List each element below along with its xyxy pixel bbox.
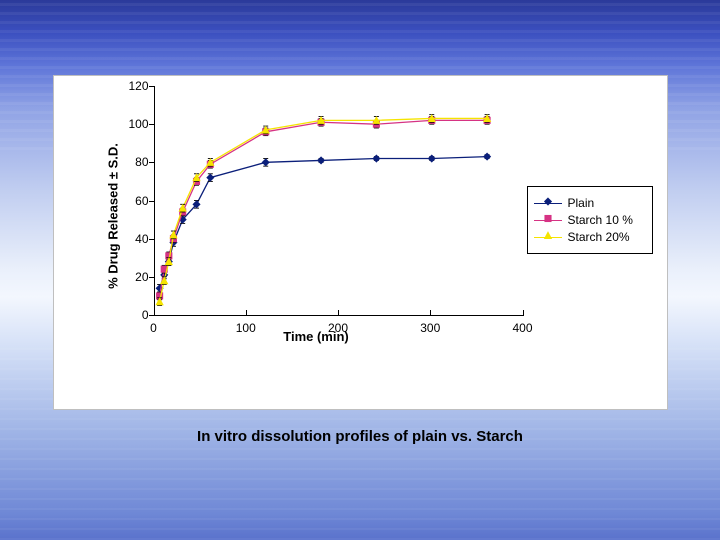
- legend-label: Plain: [568, 196, 595, 210]
- legend-item: Starch 10 %: [534, 213, 644, 227]
- y-tick: 80: [109, 155, 149, 169]
- plot-wrap: % Drug Released ± S.D. 020406080100120 0…: [109, 86, 524, 346]
- chart-series-svg: [155, 86, 524, 315]
- legend-label: Starch 20%: [568, 230, 630, 244]
- x-tick: 100: [236, 321, 256, 335]
- chart-legend: Plain Starch 10 % Starch 20%: [527, 186, 653, 254]
- y-tick: 60: [109, 194, 149, 208]
- x-tick: 0: [150, 321, 157, 335]
- dissolution-chart-card: % Drug Released ± S.D. 020406080100120 0…: [53, 75, 668, 410]
- y-tick: 0: [109, 308, 149, 322]
- plot-area: [154, 86, 524, 316]
- legend-item: Plain: [534, 196, 644, 210]
- legend-item: Starch 20%: [534, 230, 644, 244]
- x-axis-label: Time (min): [283, 329, 349, 344]
- y-tick: 20: [109, 270, 149, 284]
- legend-label: Starch 10 %: [568, 213, 633, 227]
- x-tick: 400: [512, 321, 532, 335]
- chart-caption: In vitro dissolution profiles of plain v…: [197, 428, 523, 445]
- y-tick: 40: [109, 232, 149, 246]
- x-tick: 300: [420, 321, 440, 335]
- y-tick: 100: [109, 117, 149, 131]
- y-tick: 120: [109, 79, 149, 93]
